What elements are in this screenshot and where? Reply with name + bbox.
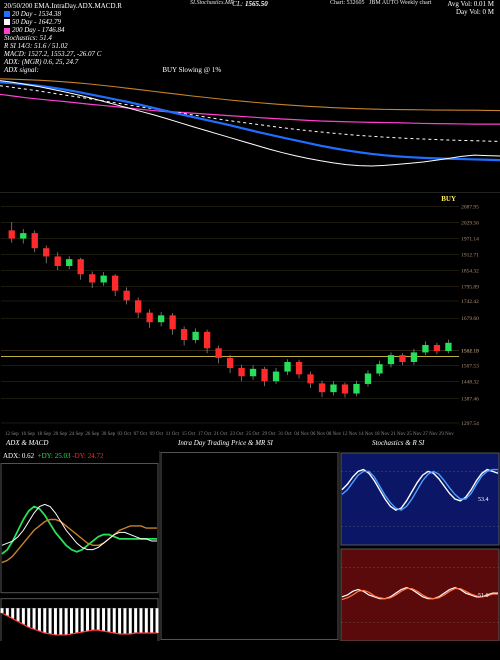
buy-tag: BUY: [441, 195, 456, 203]
ma-overlay-chart: [0, 72, 500, 192]
date-axis: 12 Sep16 Sep18 Sep20 Sep24 Sep26 Sep30 S…: [0, 427, 460, 437]
svg-text:1742.42: 1742.42: [461, 299, 479, 305]
svg-text:1795.89: 1795.89: [461, 284, 479, 290]
indicators-mid: SI.Stochastics.MR: [190, 0, 234, 7]
panel-intraday: [160, 451, 340, 641]
adx-readout: ADX: 0.62 +DY: 25.03 -DY: 24.72: [3, 452, 104, 460]
close-price: CL: 1565.50: [232, 0, 267, 8]
svg-text:2087.95: 2087.95: [461, 204, 479, 210]
ema-label: 20/50/200 EMA.IntraDay.ADX.MACD.R: [4, 2, 122, 10]
panel-stoch-title: Stochastics & R SI: [372, 439, 424, 447]
macd-value: MACD: 1527.2, 1553.27, -26.07 C: [4, 50, 101, 58]
ma20-swatch: [4, 11, 10, 17]
header-info: 20/50/200 EMA.IntraDay.ADX.MACD.R SI.Sto…: [0, 0, 500, 72]
ticker-code: Chart: 532605 JBM AUTO Weekly chart: [330, 0, 431, 7]
svg-text:2029.56: 2029.56: [461, 220, 479, 226]
panel-adx-title: ADX & MACD: [6, 439, 48, 447]
svg-text:1387.46: 1387.46: [461, 396, 479, 402]
svg-text:1507.53: 1507.53: [461, 363, 479, 369]
panel-intra-title: Intra Day Trading Price & MR SI: [178, 439, 273, 447]
ma200-label: 200 Day - 1746.84: [12, 26, 65, 34]
svg-text:1912.71: 1912.71: [461, 252, 479, 258]
panel-adx-macd: ADX: 0.62 +DY: 25.03 -DY: 24.72: [0, 451, 160, 641]
bottom-panels: ADX: 0.62 +DY: 25.03 -DY: 24.72 53.4 51.6: [0, 451, 500, 641]
svg-text:1971.14: 1971.14: [461, 236, 479, 242]
volume-info: Avg Vol: 0.01 M Day Vol: 0 M: [447, 0, 494, 16]
svg-text:1297.54: 1297.54: [461, 421, 479, 427]
rsi-value: R SI 14/3: 51.6 / 51.02: [4, 42, 68, 50]
panel-stochastics: 53.4 51.6: [340, 451, 500, 641]
panel-titles: ADX & MACD Intra Day Trading Price & MR …: [0, 437, 500, 451]
ma50-label: 50 Day - 1642.79: [12, 18, 61, 26]
svg-text:1679.60: 1679.60: [461, 316, 479, 322]
candlestick-chart: BUY 2087.95 2029.56 1971.14 1912.71 1854.32 1…: [0, 192, 500, 437]
adx-value: ADX: (MGR) 0.6, 25, 24.7: [4, 58, 78, 66]
svg-text:51.6: 51.6: [478, 593, 489, 599]
svg-text:1561.19: 1561.19: [461, 349, 479, 355]
svg-text:1448.32: 1448.32: [461, 380, 479, 386]
ma50-swatch: [4, 19, 10, 25]
ma20-label: 20 Day - 1534.38: [12, 10, 61, 18]
stoch-value: Stochastics: 51.4: [4, 34, 52, 42]
ma200-swatch: [4, 28, 10, 34]
svg-text:1854.32: 1854.32: [461, 268, 479, 274]
svg-text:53.4: 53.4: [478, 497, 489, 503]
